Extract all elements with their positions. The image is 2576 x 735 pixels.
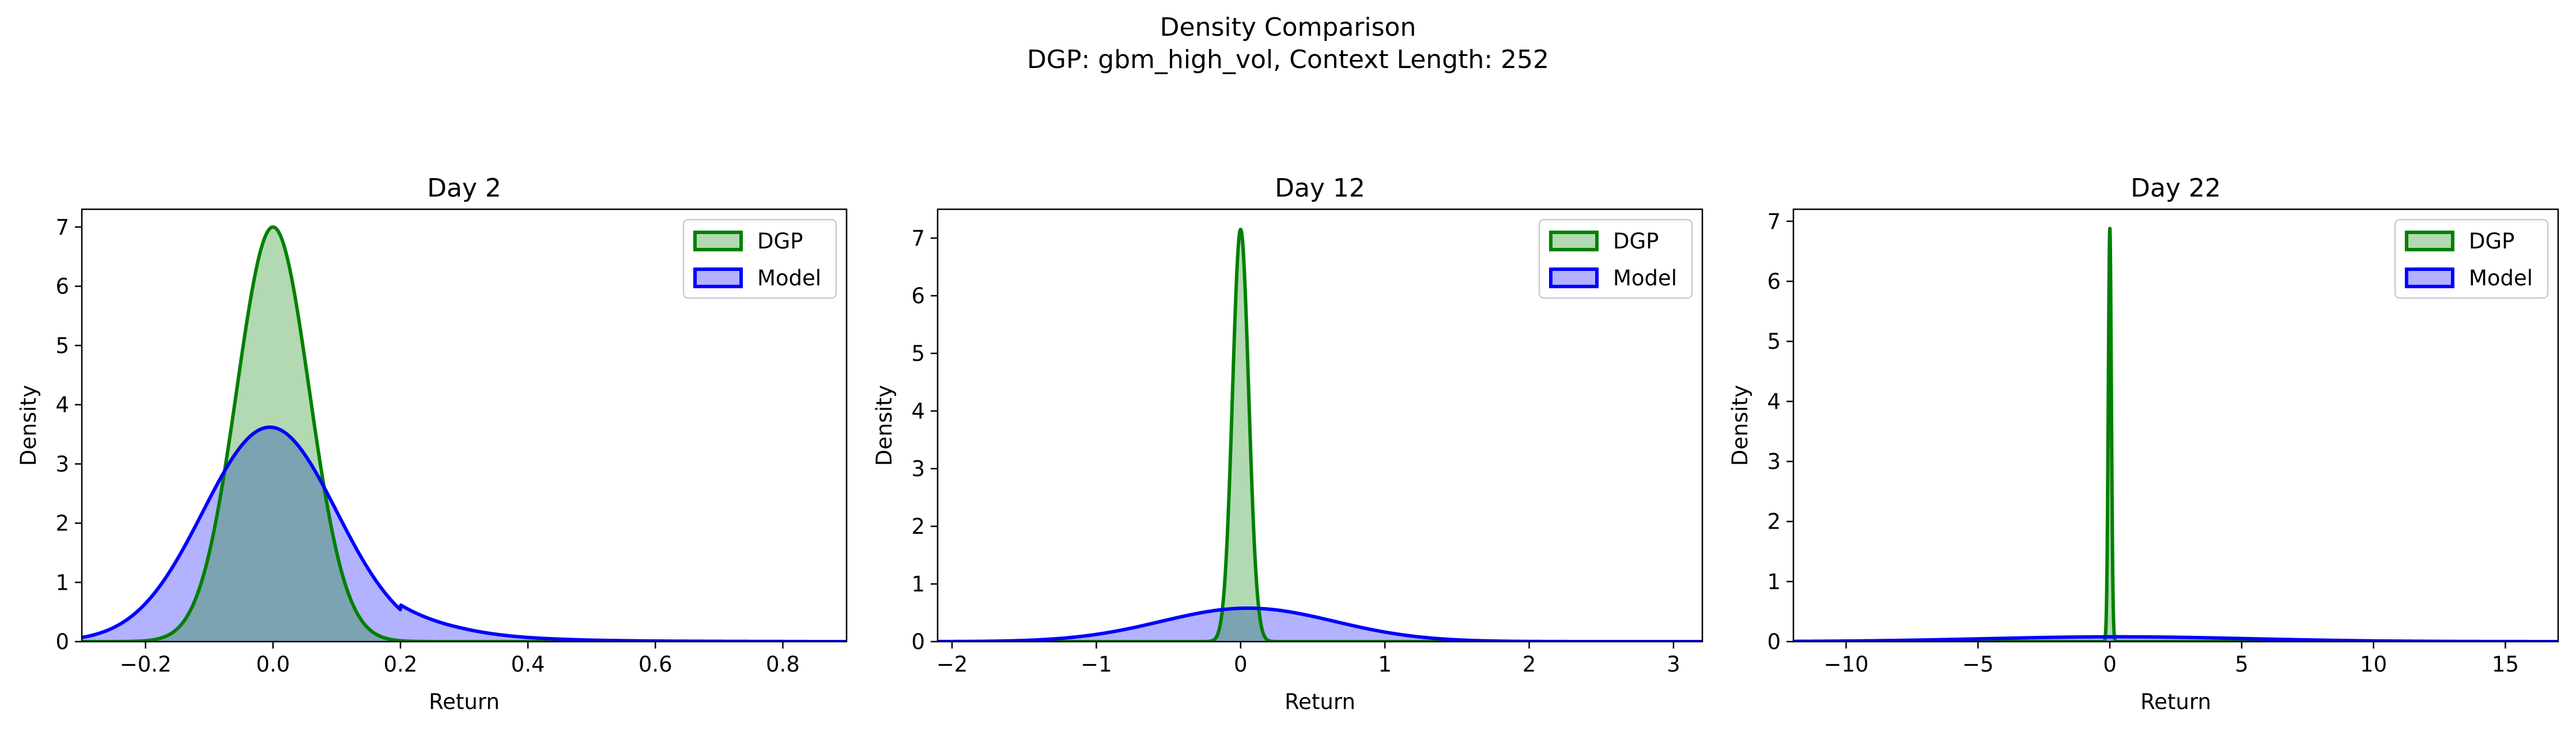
y-tick-label: 0 xyxy=(911,630,925,654)
series-fill-dgp xyxy=(82,227,847,642)
x-axis-label: Return xyxy=(2140,689,2211,714)
legend-swatch-dgp xyxy=(1549,231,1599,251)
legend-swatch-dgp xyxy=(693,231,743,251)
y-tick-label: 6 xyxy=(55,274,69,299)
series-fill-model xyxy=(82,427,847,642)
x-tick-label: 10 xyxy=(2360,652,2387,677)
legend-box xyxy=(1538,218,1693,299)
x-tick-label: 0.8 xyxy=(766,652,800,677)
legend-label-model: Model xyxy=(2469,266,2533,291)
legend-label-dgp: DGP xyxy=(2469,229,2514,254)
series-line-dgp xyxy=(1793,227,2558,642)
y-tick-label: 3 xyxy=(1767,450,1781,474)
y-tick-label: 1 xyxy=(55,570,69,595)
x-tick-label: 0.4 xyxy=(511,652,545,677)
x-tick-label: 2 xyxy=(1523,652,1536,677)
subplot-day-2: −0.2 0.0 0.2 0.4 0.6 0.8 0 1 2 3 4 5 6 7 Day 2 Return De… xyxy=(16,174,848,714)
legend-label-dgp: DGP xyxy=(1613,229,1659,254)
y-tick-label: 7 xyxy=(911,226,925,251)
x-tick-label: 0.0 xyxy=(256,652,290,677)
figure-subtitle: DGP: gbm_high_vol, Context Length: 252 xyxy=(1027,45,1549,74)
y-tick-label: 5 xyxy=(55,333,69,358)
y-axis-label: Density xyxy=(872,385,897,466)
subplot-title: Day 22 xyxy=(2131,174,2221,203)
subplot-day-22: −10 −5 0 5 10 15 0 1 2 3 4 5 6 7 Day 22 Return Density DG… xyxy=(1728,174,2559,714)
legend-swatch-model xyxy=(2405,267,2454,288)
x-tick-label: 15 xyxy=(2492,652,2519,677)
x-tick-label: −1 xyxy=(1081,652,1112,677)
y-tick-label: 3 xyxy=(55,452,69,477)
y-tick-label: 2 xyxy=(55,511,69,536)
axes-frame xyxy=(81,208,848,643)
y-tick-label: 1 xyxy=(911,572,925,597)
x-tick-label: 5 xyxy=(2235,652,2249,677)
legend-box xyxy=(2394,218,2549,299)
x-tick-label: −2 xyxy=(936,652,968,677)
series-line-dgp xyxy=(938,228,1702,642)
x-tick-label: −5 xyxy=(1962,652,1994,677)
y-tick-label: 6 xyxy=(911,284,925,308)
y-tick-label: 3 xyxy=(911,457,925,481)
x-tick-label: −10 xyxy=(1823,652,1868,677)
y-tick-label: 4 xyxy=(1767,389,1781,414)
subplot-day-12: −2 −1 0 1 2 3 0 1 2 3 4 5 6 7 Day 12 Return Density DGP Mo… xyxy=(872,174,1704,714)
legend-label-model: Model xyxy=(757,266,821,291)
y-tick-label: 0 xyxy=(1767,630,1781,654)
y-tick-label: 0 xyxy=(55,630,69,654)
y-tick-label: 5 xyxy=(911,341,925,366)
axes-frame xyxy=(1792,208,2559,643)
x-tick-label: 0 xyxy=(2103,652,2117,677)
legend-swatch-model xyxy=(693,267,743,288)
y-tick-label: 7 xyxy=(55,215,69,240)
legend-swatch-model xyxy=(1549,267,1599,288)
legend: DGP Model xyxy=(1538,218,1693,299)
x-tick-label: 0 xyxy=(1234,652,1248,677)
y-axis-label: Density xyxy=(16,385,41,466)
legend-swatch-dgp xyxy=(2405,231,2454,251)
y-tick-label: 5 xyxy=(1767,329,1781,354)
x-axis-label: Return xyxy=(429,689,500,714)
y-tick-label: 1 xyxy=(1767,570,1781,594)
x-tick-label: 0.2 xyxy=(383,652,417,677)
axes-frame xyxy=(936,208,1704,643)
series-fill-model xyxy=(938,608,1702,642)
y-tick-label: 6 xyxy=(1767,269,1781,294)
x-tick-label: 1 xyxy=(1378,652,1392,677)
subplot-title: Day 12 xyxy=(1275,174,1365,203)
legend-box xyxy=(682,218,837,299)
y-tick-label: 2 xyxy=(1767,510,1781,534)
figure-title: Density Comparison xyxy=(1160,13,1417,42)
legend: DGP Model xyxy=(682,218,837,299)
subplot-title: Day 2 xyxy=(427,174,501,203)
y-tick-label: 4 xyxy=(911,399,925,424)
y-axis-label: Density xyxy=(1728,385,1752,466)
y-tick-label: 2 xyxy=(911,514,925,539)
x-tick-label: −0.2 xyxy=(120,652,172,677)
legend-label-dgp: DGP xyxy=(757,229,803,254)
y-tick-label: 4 xyxy=(55,393,69,417)
legend: DGP Model xyxy=(2394,218,2549,299)
x-axis-label: Return xyxy=(1285,689,1355,714)
x-tick-label: 3 xyxy=(1667,652,1680,677)
y-tick-label: 7 xyxy=(1767,209,1781,234)
x-tick-label: 0.6 xyxy=(639,652,673,677)
legend-label-model: Model xyxy=(1613,266,1677,291)
